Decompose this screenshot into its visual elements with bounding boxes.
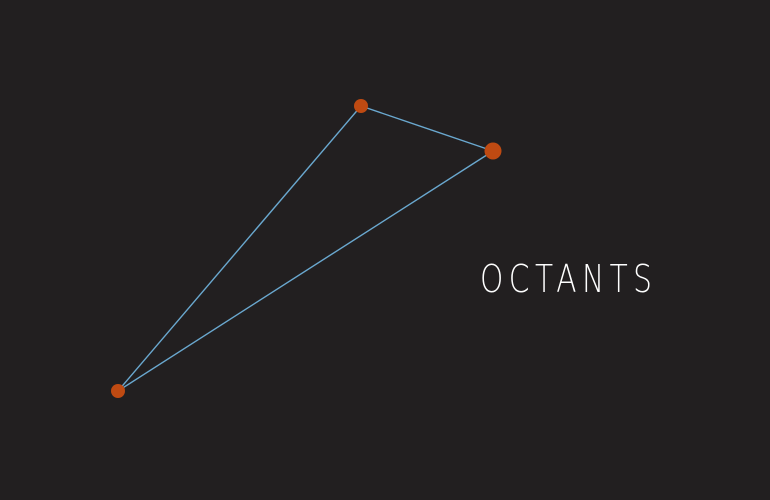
line-star-top-to-star-right bbox=[360, 105, 494, 152]
star-right bbox=[484, 142, 502, 160]
constellation-stars bbox=[111, 99, 502, 398]
line-star-top-to-star-bottom-left bbox=[117, 105, 362, 392]
constellation-lines bbox=[117, 105, 494, 392]
constellation-name: OCTANTS bbox=[480, 257, 658, 301]
star-bottom-left bbox=[111, 384, 125, 398]
star-top bbox=[354, 99, 368, 113]
line-star-right-to-star-bottom-left bbox=[117, 150, 494, 392]
